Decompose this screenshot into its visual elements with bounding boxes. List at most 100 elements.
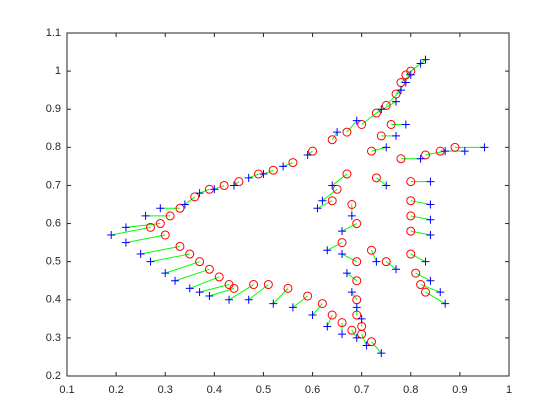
plus-marker <box>357 314 366 323</box>
y-tick-label: 1.1 <box>46 27 61 39</box>
pair-line <box>410 230 431 236</box>
plus-marker <box>426 200 435 209</box>
pair-line <box>371 341 382 354</box>
circle-marker <box>190 192 200 202</box>
x-tick-label: 0.9 <box>452 384 467 396</box>
plus-marker <box>141 211 150 220</box>
circle-marker <box>386 119 396 129</box>
circle-marker <box>406 196 416 206</box>
plus-marker <box>416 154 425 163</box>
circle-marker <box>381 257 391 267</box>
plus-marker <box>210 185 219 194</box>
circle-marker <box>214 272 224 282</box>
circle-marker <box>268 165 278 175</box>
plus-marker <box>401 120 410 129</box>
y-tick-label: 0.8 <box>46 141 61 153</box>
circle-marker <box>204 264 214 274</box>
x-tick-label: 0.6 <box>305 384 320 396</box>
plus-marker <box>352 116 361 125</box>
plus-marker <box>342 269 351 278</box>
pair-line <box>184 196 195 205</box>
pair-line <box>125 234 166 244</box>
plus-marker <box>441 299 450 308</box>
pair-line <box>327 242 343 251</box>
plus-marker <box>318 196 327 205</box>
x-tick-label: 0.3 <box>158 384 173 396</box>
plus-marker <box>146 257 155 266</box>
circle-marker <box>352 257 362 267</box>
plus-marker <box>460 147 469 156</box>
pair-line <box>165 261 200 274</box>
circle-marker <box>219 180 229 190</box>
pair-line <box>425 150 446 156</box>
pair-line <box>322 188 338 202</box>
plus-marker <box>426 177 435 186</box>
pair-line <box>150 253 190 263</box>
pair-line <box>405 63 421 76</box>
circle-marker <box>337 318 347 328</box>
plus-marker <box>269 299 278 308</box>
plus-marker <box>421 257 430 266</box>
y-tick-label: 0.7 <box>46 179 61 191</box>
y-tick-label: 0.5 <box>46 256 61 268</box>
circle-marker <box>249 280 259 290</box>
circle-marker <box>411 268 421 278</box>
circle-marker <box>342 169 352 179</box>
circle-marker <box>406 177 416 187</box>
plus-marker <box>352 303 361 312</box>
x-tick-label: 0.4 <box>207 384 222 396</box>
circle-marker <box>288 158 298 168</box>
y-tick-label: 0.4 <box>46 294 61 306</box>
circle-marker <box>317 299 327 309</box>
circle-marker <box>347 200 357 209</box>
circle-marker <box>406 226 416 236</box>
circle-marker <box>371 173 381 183</box>
circle-marker <box>366 245 376 255</box>
circle-marker <box>421 150 431 160</box>
x-tick-label: 0.1 <box>59 384 74 396</box>
plus-marker <box>406 70 415 79</box>
plus-marker <box>328 181 337 190</box>
plus-marker <box>259 170 268 179</box>
plot-area <box>66 32 510 377</box>
y-tick-label: 1 <box>55 65 61 77</box>
plus-marker <box>136 250 145 259</box>
pair-line <box>199 284 230 293</box>
circle-marker <box>234 177 244 187</box>
circle-marker <box>145 222 155 232</box>
plus-marker <box>382 143 391 152</box>
plus-marker <box>195 288 204 297</box>
pair-line <box>410 215 431 221</box>
plus-marker <box>372 257 381 266</box>
plus-marker <box>421 55 430 64</box>
pair-line <box>385 89 402 106</box>
plus-marker <box>308 311 317 320</box>
plus-marker <box>205 291 214 300</box>
pair-line <box>341 223 357 232</box>
circle-marker <box>283 283 293 293</box>
circle-marker <box>175 241 185 251</box>
plus-marker <box>338 330 347 339</box>
plus-marker <box>426 230 435 239</box>
pair-line <box>326 314 333 327</box>
plus-marker <box>436 288 445 297</box>
plus-marker <box>416 59 425 68</box>
x-tick-label: 0.7 <box>354 384 369 396</box>
pair-line <box>376 177 387 186</box>
plus-marker <box>323 246 332 255</box>
pair-line <box>312 303 323 316</box>
plus-marker <box>303 150 312 159</box>
plus-marker <box>480 143 489 152</box>
plus-marker <box>441 147 450 156</box>
circle-marker <box>376 131 386 141</box>
pair-line <box>233 181 240 186</box>
pair-line <box>125 223 161 228</box>
plus-marker <box>347 288 356 297</box>
pair-line <box>140 245 181 255</box>
x-tick-label: 1 <box>506 384 512 396</box>
plus-marker <box>185 284 194 293</box>
circle-marker <box>165 211 175 221</box>
pair-line <box>331 131 338 140</box>
plus-marker <box>161 269 170 278</box>
pair-line <box>228 284 254 301</box>
